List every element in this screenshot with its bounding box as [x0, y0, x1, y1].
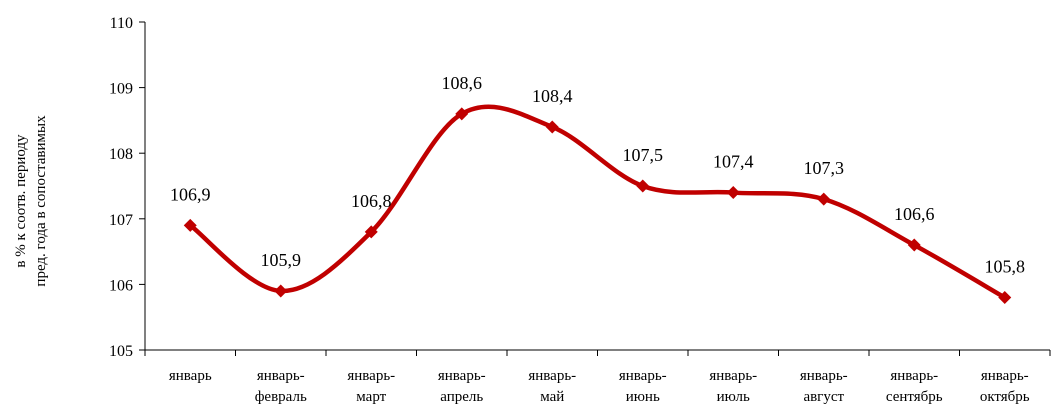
data-point-marker: [274, 284, 288, 298]
x-tick-label: январь-май: [528, 368, 576, 405]
y-tick-label: 110: [110, 15, 133, 32]
data-label: 108,4: [532, 86, 573, 106]
data-point-marker: [455, 107, 469, 121]
data-point-marker: [183, 218, 197, 232]
data-point-marker: [907, 238, 921, 252]
data-point-marker: [364, 225, 378, 239]
data-point-marker: [545, 120, 559, 134]
x-tick-label: январь-сентябрь: [886, 368, 943, 405]
data-point-marker: [817, 192, 831, 206]
data-label: 107,4: [713, 152, 754, 172]
data-label: 108,6: [442, 73, 483, 93]
y-axis-title-line: пред. года в сопоставимых: [33, 115, 49, 287]
x-tick-label: январь-июль: [709, 368, 757, 405]
x-ticks: январь январь-февраль январь-март январь-ап…: [144, 350, 1051, 405]
data-label: 106,8: [351, 191, 392, 211]
axes: [144, 22, 1050, 351]
x-tick-label: январь: [169, 368, 212, 384]
data-label: 105,8: [985, 257, 1026, 277]
data-label: 107,5: [623, 145, 664, 165]
y-tick-label: 107: [109, 212, 133, 229]
y-ticks: 105 106 107 108 109 110: [109, 15, 145, 360]
x-tick-label: январь-апрель: [438, 368, 486, 405]
x-tick-label: январь-июнь: [619, 368, 667, 405]
y-tick-label: 109: [109, 81, 133, 98]
data-labels: 106,9 105,9 106,8 108,6 108,4 107,5 107,4 107,3…: [170, 73, 1025, 277]
series-markers: [183, 107, 1012, 305]
x-tick-label: январь-октябрь: [980, 368, 1030, 405]
x-tick-label: январь-август: [800, 368, 848, 405]
y-axis-title-line: в % к соотв. периоду: [13, 134, 29, 268]
data-label: 107,3: [804, 158, 845, 178]
x-tick-label: январь-март: [347, 368, 395, 405]
data-point-marker: [998, 291, 1012, 305]
data-label: 106,6: [894, 204, 935, 224]
series-line: [188, 104, 1007, 300]
data-point-marker: [726, 186, 740, 200]
data-point-marker: [636, 179, 650, 193]
data-label: 105,9: [261, 250, 302, 270]
y-tick-label: 105: [109, 343, 133, 360]
x-tick-label: январь-февраль: [255, 368, 307, 405]
y-tick-label: 106: [109, 277, 133, 294]
data-label: 106,9: [170, 184, 211, 204]
y-tick-label: 108: [109, 146, 133, 163]
